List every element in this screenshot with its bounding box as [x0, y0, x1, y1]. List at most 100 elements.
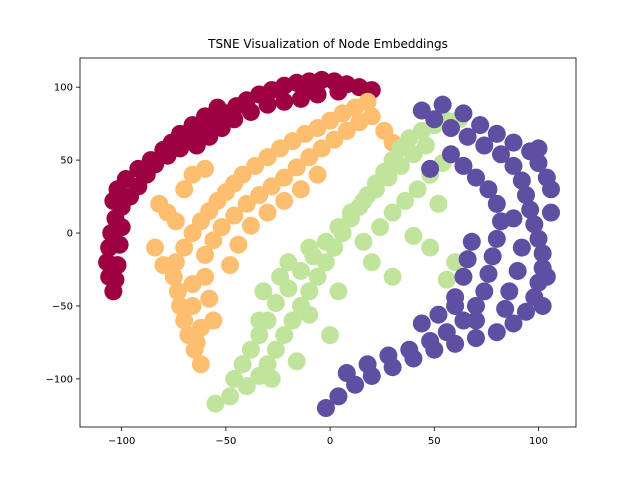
series-1: [146, 92, 402, 374]
data-point: [212, 218, 231, 237]
data-point: [475, 282, 494, 301]
data-point: [466, 311, 485, 330]
data-point: [421, 159, 440, 178]
data-point: [141, 151, 160, 170]
data-point: [479, 180, 498, 199]
x-axis: −100 −50 0 50 100: [108, 427, 548, 447]
data-point: [110, 235, 129, 254]
data-point: [412, 101, 431, 120]
data-point: [175, 311, 194, 330]
plot-frame: [79, 57, 577, 428]
data-point: [208, 98, 227, 117]
y-axis: −100 −50 0 50 100: [46, 83, 80, 385]
data-point: [150, 194, 169, 213]
data-point: [254, 282, 273, 301]
data-point: [454, 104, 473, 123]
data-point: [425, 110, 444, 129]
data-point: [271, 267, 290, 286]
data-point: [225, 206, 244, 225]
data-point: [258, 355, 277, 374]
data-point: [275, 326, 294, 345]
series-3: [316, 95, 560, 418]
data-point: [441, 119, 460, 138]
data-point: [504, 314, 523, 333]
data-point: [106, 270, 125, 289]
data-point: [362, 253, 381, 272]
data-point: [491, 145, 510, 164]
data-point: [383, 267, 402, 286]
data-point: [541, 203, 560, 222]
data-point: [512, 171, 531, 190]
data-point: [146, 238, 165, 257]
data-point: [454, 267, 473, 286]
data-point: [441, 145, 460, 164]
data-point: [196, 245, 215, 264]
data-point: [533, 296, 552, 315]
data-point: [258, 148, 277, 167]
data-points: [98, 70, 560, 418]
data-point: [412, 314, 431, 333]
data-point: [529, 154, 548, 173]
data-point: [358, 92, 377, 111]
data-point: [508, 261, 527, 280]
data-point: [171, 296, 190, 315]
data-point: [487, 323, 506, 342]
data-point: [341, 203, 360, 222]
data-point: [429, 305, 448, 324]
data-point: [479, 264, 498, 283]
data-point: [362, 107, 381, 126]
data-point: [429, 194, 448, 213]
data-point: [329, 218, 348, 237]
data-point: [233, 355, 252, 374]
data-point: [175, 238, 194, 257]
data-point: [287, 352, 306, 371]
data-point: [496, 299, 515, 318]
data-point: [183, 116, 202, 135]
data-point: [291, 261, 310, 280]
data-point: [225, 110, 244, 129]
data-point: [204, 231, 223, 250]
data-point: [175, 180, 194, 199]
data-point: [246, 156, 265, 175]
data-point: [212, 119, 231, 138]
data-point: [312, 139, 331, 158]
data-point: [154, 140, 173, 159]
data-point: [516, 302, 535, 321]
data-point: [187, 333, 206, 352]
data-point: [391, 156, 410, 175]
data-point: [404, 145, 423, 164]
data-point: [504, 209, 523, 228]
data-point: [321, 326, 340, 345]
data-point: [337, 121, 356, 140]
series-0: [98, 70, 381, 301]
y-tick-label: −100: [46, 374, 73, 385]
data-point: [400, 340, 419, 359]
data-point: [537, 267, 556, 286]
data-point: [525, 215, 544, 234]
data-point: [233, 165, 252, 184]
data-point: [504, 156, 523, 175]
data-point: [316, 399, 335, 418]
data-point: [316, 232, 335, 251]
data-point: [308, 267, 327, 286]
data-point: [325, 130, 344, 149]
y-tick-label: −50: [52, 301, 73, 312]
data-point: [475, 136, 494, 155]
data-point: [221, 256, 240, 275]
data-point: [458, 250, 477, 269]
x-tick-label: −50: [215, 436, 236, 447]
data-point: [262, 369, 281, 388]
data-point: [466, 296, 485, 315]
data-point: [541, 180, 560, 199]
x-tick-label: −100: [108, 436, 135, 447]
y-tick-label: 50: [60, 156, 73, 167]
data-point: [354, 191, 373, 210]
data-point: [275, 92, 294, 111]
data-point: [454, 311, 473, 330]
data-point: [283, 311, 302, 330]
data-point: [521, 200, 540, 219]
data-point: [191, 318, 210, 337]
data-point: [300, 282, 319, 301]
data-point: [366, 180, 385, 199]
data-point: [300, 305, 319, 324]
